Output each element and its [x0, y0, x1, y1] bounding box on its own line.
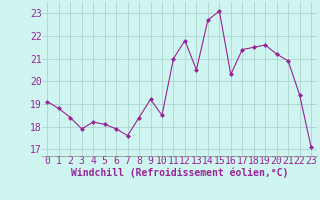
X-axis label: Windchill (Refroidissement éolien,°C): Windchill (Refroidissement éolien,°C) [70, 167, 288, 178]
